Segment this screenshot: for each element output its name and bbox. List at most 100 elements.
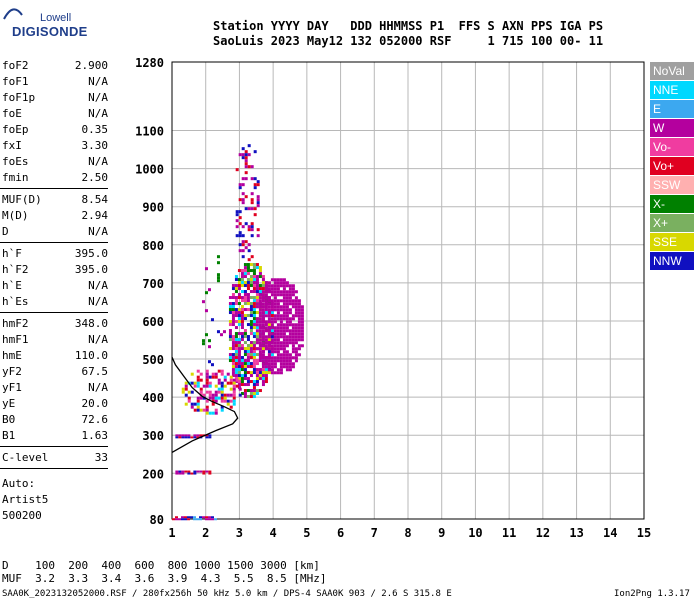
echo-point [255, 374, 259, 378]
echo-point [253, 150, 257, 154]
plot-frame [171, 61, 645, 520]
echo-point [205, 399, 209, 403]
echo-point [256, 198, 260, 202]
echo-point [261, 353, 265, 357]
echo-point [232, 402, 236, 406]
echo-point [214, 372, 218, 376]
echo-point [249, 371, 253, 375]
echo-point [300, 326, 304, 330]
echo-point [207, 288, 211, 292]
echo-point [270, 284, 274, 288]
echo-point [202, 393, 206, 397]
echo-point [196, 408, 200, 412]
echo-point [237, 332, 241, 336]
echo-point [243, 332, 247, 336]
echo-point [258, 374, 262, 378]
echo-point [273, 296, 277, 300]
param-name: fxI [2, 139, 22, 152]
echo-point [250, 207, 254, 211]
echo-point [202, 516, 205, 519]
echo-point [252, 317, 256, 321]
echo-point [282, 323, 286, 327]
param-name: D [2, 225, 9, 238]
x-tick-label: 5 [303, 526, 310, 540]
echo-point [276, 290, 280, 294]
echo-point [270, 362, 274, 366]
echo-point [267, 341, 271, 345]
echo-point [276, 359, 280, 363]
echo-point [217, 369, 221, 373]
param-value: 67.5 [81, 365, 109, 378]
x-tick-label: 8 [404, 526, 411, 540]
echo-point [264, 329, 268, 333]
param-value: N/A [88, 333, 108, 346]
param-row: h`F 395.0 [2, 246, 108, 262]
echo-point [240, 314, 244, 318]
echo-point [252, 356, 256, 360]
echo-point [231, 302, 235, 306]
echo-point [193, 436, 197, 439]
echo-point [214, 375, 218, 379]
echo-point [241, 192, 245, 196]
echo-point [241, 153, 245, 157]
echo-point [291, 323, 295, 327]
echo-point [223, 375, 227, 379]
echo-point [255, 341, 259, 345]
param-name: foF1 [2, 75, 29, 88]
echo-point [258, 323, 262, 327]
echo-point [285, 353, 289, 357]
echo-point [226, 402, 230, 406]
echo-point [246, 356, 250, 360]
echo-point [250, 234, 254, 238]
echo-point [228, 347, 232, 351]
echo-point [220, 390, 224, 394]
echo-point [211, 516, 214, 519]
echo-point [258, 332, 262, 336]
param-value: 395.0 [74, 247, 108, 260]
echo-point [249, 353, 253, 357]
echo-point [240, 392, 244, 396]
echo-point [240, 308, 244, 312]
echo-point [261, 287, 265, 291]
echo-point [214, 399, 218, 403]
echo-point [237, 347, 241, 351]
echo-point [243, 335, 247, 339]
echo-point [246, 344, 250, 348]
echo-point [243, 377, 247, 381]
echo-point [223, 399, 227, 403]
echo-point [207, 345, 211, 349]
echo-point [264, 344, 268, 348]
echo-point [216, 273, 220, 277]
echo-point [291, 347, 295, 351]
echo-point [282, 338, 286, 342]
echo-point [285, 326, 289, 330]
param-name: h`F2 [2, 263, 29, 276]
param-separator [0, 446, 108, 447]
echo-point [264, 287, 268, 291]
echo-point [238, 222, 242, 226]
echo-point [255, 263, 259, 267]
echo-point [267, 326, 271, 330]
x-tick-label: 3 [236, 526, 243, 540]
echo-point [291, 293, 295, 297]
echo-point [288, 329, 292, 333]
echo-point [211, 411, 215, 415]
echo-point [252, 302, 256, 306]
echo-point [279, 368, 283, 372]
echo-point [264, 296, 268, 300]
y-tick-label: 1100 [135, 125, 164, 139]
echo-point [220, 369, 224, 373]
echo-point [288, 308, 292, 312]
echo-point [276, 368, 280, 372]
echo-point [252, 314, 256, 318]
echo-point [232, 393, 236, 397]
echo-point [187, 436, 191, 439]
param-value: 3.30 [81, 139, 109, 152]
muf-row: MUF 3.2 3.3 3.4 3.6 3.9 4.3 5.5 8.5 [MHz… [2, 572, 327, 585]
x-tick-label: 2 [202, 526, 209, 540]
echo-point [282, 341, 286, 345]
echo-point [255, 383, 259, 387]
echo-point [258, 329, 262, 333]
echo-point [264, 299, 268, 303]
echo-point [288, 368, 292, 372]
